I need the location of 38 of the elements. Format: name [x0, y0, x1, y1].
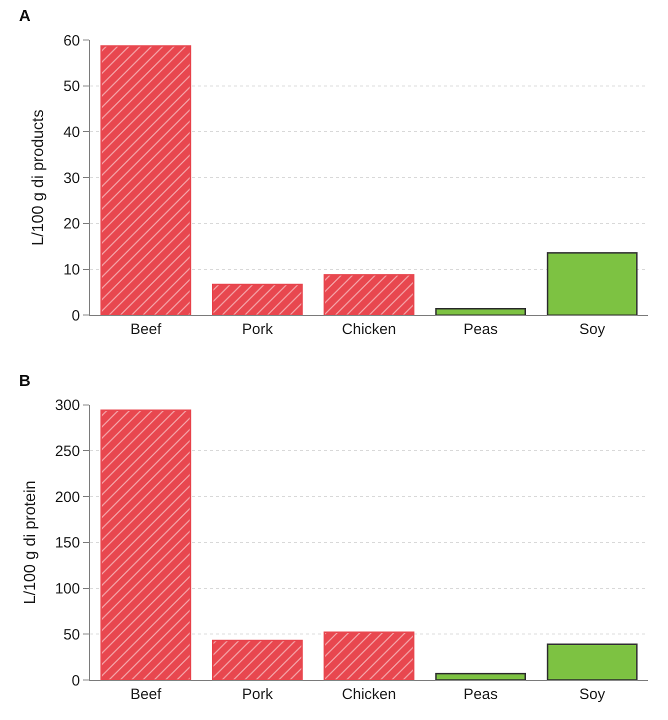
- y-tick-label: 60: [63, 32, 80, 50]
- y-tick-label: 10: [63, 262, 80, 279]
- bar: [435, 308, 526, 316]
- y-tick-label: 300: [54, 397, 80, 414]
- x-tick-label: Chicken: [342, 686, 396, 703]
- y-tick-label: 200: [54, 488, 80, 506]
- y-axis-title: L/100 g di protein: [22, 480, 39, 604]
- y-tick-label: 50: [63, 626, 80, 644]
- x-tick-label: Pork: [242, 686, 274, 703]
- bar: [100, 45, 192, 316]
- y-tick-label: 30: [63, 170, 80, 187]
- bar: [546, 643, 638, 680]
- x-tick-label: Chicken: [342, 321, 396, 338]
- bar: [212, 284, 303, 316]
- bar: [324, 274, 414, 316]
- x-tick-label: Beef: [130, 686, 162, 703]
- y-tick-label: 100: [54, 580, 80, 598]
- y-tick-label: 20: [63, 216, 80, 233]
- bar: [435, 672, 526, 680]
- y-tick-label: 250: [54, 442, 80, 460]
- y-axis-title: L/100 g di products: [30, 110, 48, 246]
- x-tick-label: Peas: [464, 321, 498, 338]
- x-tick-label: Pork: [242, 321, 274, 338]
- chart-title: B: [19, 373, 31, 390]
- y-tick-label: 150: [54, 534, 80, 552]
- y-tick-label: 40: [63, 124, 80, 141]
- x-tick-label: Beef: [130, 321, 162, 338]
- bar: [546, 252, 638, 316]
- bar: [100, 410, 192, 680]
- y-tick-label: 50: [63, 78, 80, 96]
- chart-title: A: [19, 8, 31, 25]
- x-tick-label: Peas: [464, 686, 498, 703]
- bar: [324, 632, 414, 680]
- x-tick-label: Soy: [579, 686, 606, 703]
- y-tick-label: 0: [72, 307, 80, 324]
- bar: [212, 640, 303, 680]
- y-tick-label: 0: [72, 672, 80, 690]
- x-tick-label: Soy: [579, 321, 606, 338]
